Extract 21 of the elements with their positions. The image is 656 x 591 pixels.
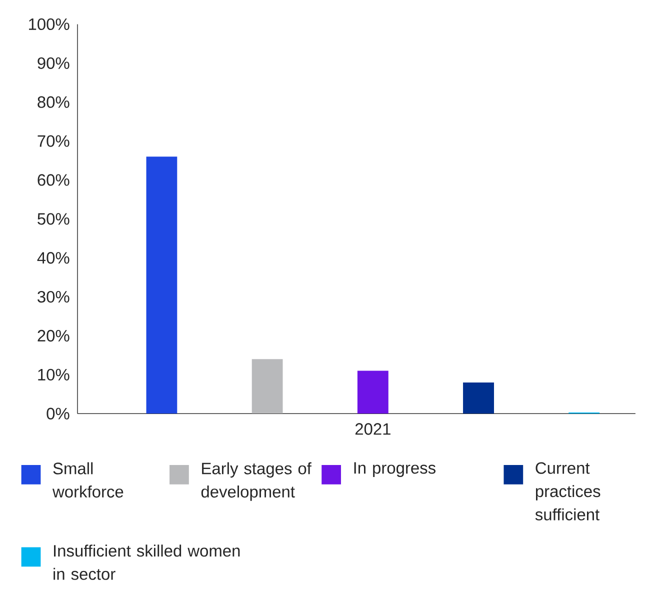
bar (463, 382, 494, 414)
y-tick-label: 40% (37, 252, 70, 264)
x-tick-label: 2021 (355, 423, 390, 435)
y-tick-label: 0% (46, 408, 70, 420)
legend-label: Small workforce (52, 462, 124, 498)
y-tick-label: 90% (38, 57, 70, 70)
legend-label: Insufficient skilled women in sector (54, 544, 240, 580)
legend-label: Early stages of development (201, 462, 312, 501)
y-tick-label: 50% (38, 213, 70, 225)
legend-label: In progress (354, 462, 436, 478)
y-tick-label: 80% (38, 96, 70, 108)
bar (252, 359, 283, 414)
bar (146, 156, 178, 414)
y-tick-label: 60% (38, 174, 70, 186)
bar (357, 370, 388, 414)
legend-label: Current practices sufficient (535, 462, 600, 520)
y-tick-label: 30% (38, 291, 70, 303)
y-tick-label: 70% (38, 135, 70, 147)
y-tick-label: 20% (38, 330, 70, 342)
y-tick-label: 10% (38, 368, 70, 381)
y-tick-label: 100% (29, 18, 70, 30)
